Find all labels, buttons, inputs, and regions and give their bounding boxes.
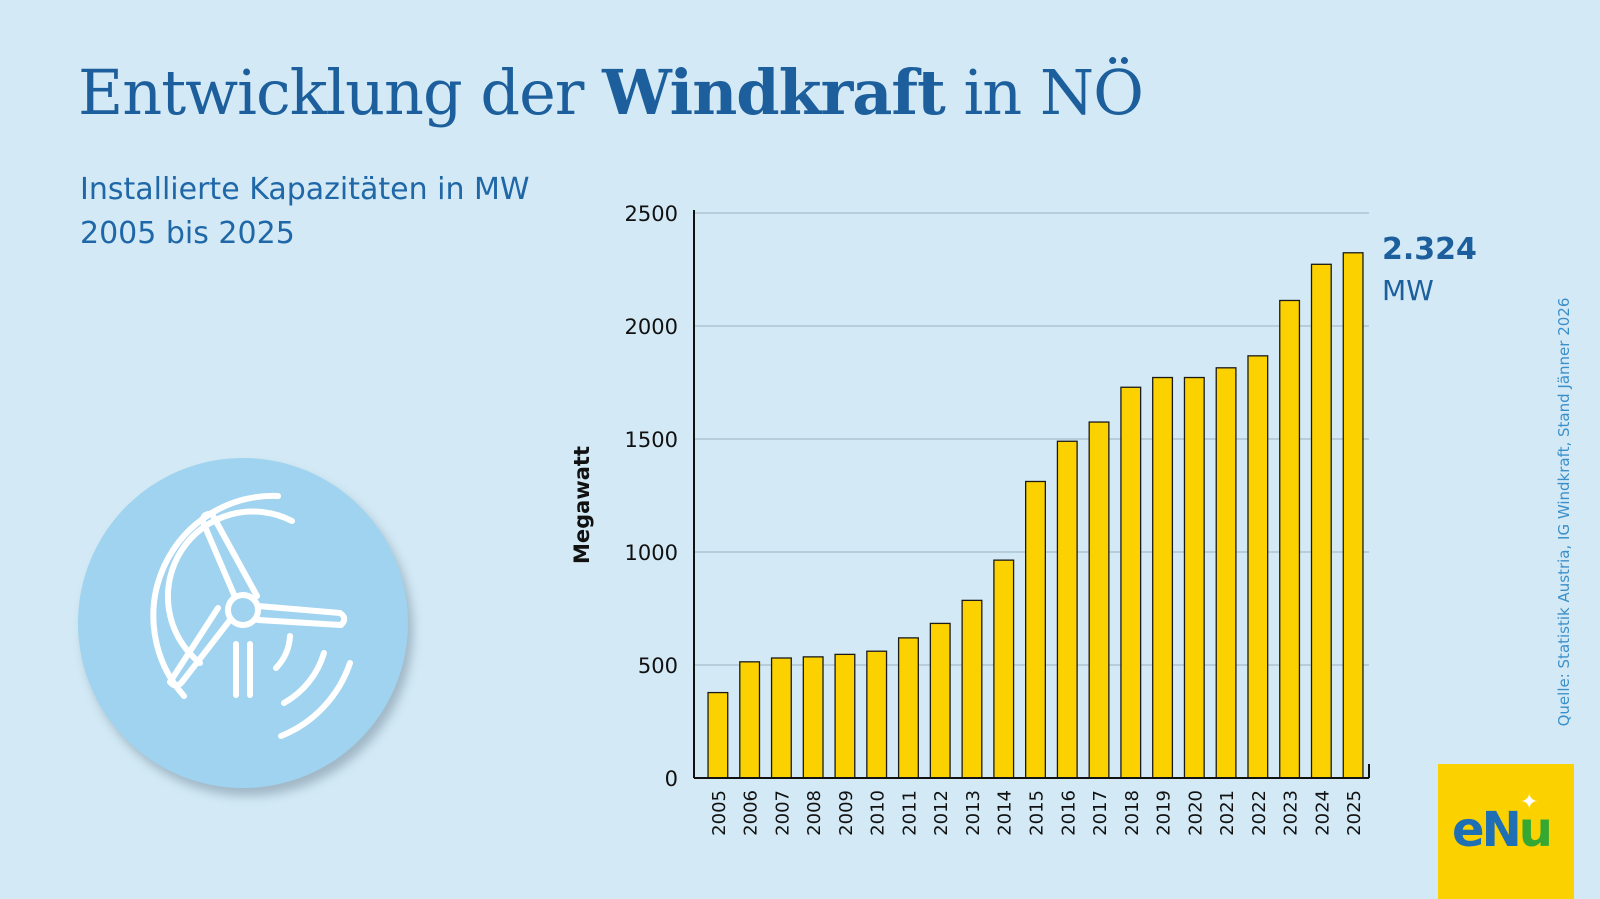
subtitle: Installierte Kapazitäten in MW 2005 bis … xyxy=(80,168,530,256)
y-tick-label: 2500 xyxy=(625,202,678,226)
page-title: Entwicklung der Windkraft in NÖ xyxy=(78,62,1144,124)
bar-2010 xyxy=(866,650,888,779)
x-tick-label: 2019 xyxy=(1154,790,1175,836)
logo-text: eNu xyxy=(1452,802,1553,858)
bar-2017 xyxy=(1088,421,1110,779)
x-tick-label: 2023 xyxy=(1281,790,1302,836)
bar-2012 xyxy=(929,622,951,779)
x-tick-label: 2018 xyxy=(1122,790,1143,836)
enu-logo: eNu ✦ xyxy=(1438,764,1574,899)
source-note: Quelle: Statistik Austria, IG Windkraft,… xyxy=(1555,297,1573,727)
wind-turbine-badge xyxy=(78,458,408,788)
bar-2009 xyxy=(834,653,856,779)
bar-2021 xyxy=(1215,367,1237,779)
annotation-value: 2.324 xyxy=(1382,232,1477,267)
title-part1: Entwicklung der xyxy=(78,56,603,129)
x-tick-label: 2006 xyxy=(741,790,762,836)
bar-2020 xyxy=(1183,376,1205,779)
x-tick-label: 2008 xyxy=(804,790,825,836)
bar-2016 xyxy=(1056,440,1078,779)
x-tick-label: 2024 xyxy=(1312,790,1333,836)
bar-2013 xyxy=(961,599,983,779)
subtitle-line2: 2005 bis 2025 xyxy=(80,216,295,251)
y-tick-label: 2000 xyxy=(625,315,678,339)
bar-2006 xyxy=(739,661,761,779)
title-bold: Windkraft xyxy=(602,56,946,129)
y-tick-label: 0 xyxy=(665,767,678,791)
x-tick-label: 2013 xyxy=(963,790,984,836)
y-tick-label: 1000 xyxy=(625,541,678,565)
x-tick-label: 2015 xyxy=(1027,790,1048,836)
bar-2008 xyxy=(802,656,824,779)
bars xyxy=(707,252,1364,779)
x-tick-label: 2020 xyxy=(1185,790,1206,836)
bar-2005 xyxy=(707,691,729,779)
bar-2011 xyxy=(897,637,919,779)
bar-2015 xyxy=(1025,480,1046,779)
wind-turbine-icon xyxy=(150,492,353,739)
x-tick-labels: 2005 2006 2007 2008 2009 2010 2011 2012 2013 2014… xyxy=(709,790,1365,836)
bar-2023 xyxy=(1279,299,1301,779)
x-tick-label: 2014 xyxy=(995,790,1016,836)
x-tick-label: 2010 xyxy=(868,790,889,836)
y-tick-label: 1500 xyxy=(625,428,678,452)
star-icon: ✦ xyxy=(1520,790,1539,815)
x-tick-label: 2016 xyxy=(1058,790,1079,836)
subtitle-line1: Installierte Kapazitäten in MW xyxy=(80,172,530,207)
bar-2014 xyxy=(993,559,1015,779)
y-axis-label: Megawatt xyxy=(570,446,594,564)
x-tick-label: 2011 xyxy=(899,790,920,836)
annotation-unit: MW xyxy=(1382,274,1434,307)
x-tick-label: 2005 xyxy=(709,790,730,836)
title-part2: in NÖ xyxy=(944,56,1144,129)
logo-n: N xyxy=(1481,802,1522,858)
y-tick-label: 500 xyxy=(638,654,678,678)
x-tick-label: 2022 xyxy=(1249,790,1270,836)
bar-2018 xyxy=(1120,386,1142,779)
bar-2019 xyxy=(1152,376,1174,779)
bar-2025 xyxy=(1342,252,1364,779)
x-tick-label: 2021 xyxy=(1217,790,1238,836)
x-tick-label: 2009 xyxy=(836,790,857,836)
logo-u: u xyxy=(1518,802,1553,858)
bar-2007 xyxy=(770,657,792,779)
logo-e: e xyxy=(1452,802,1485,858)
bar-2022 xyxy=(1247,355,1269,779)
x-tick-label: 2017 xyxy=(1090,790,1111,836)
axes xyxy=(693,210,1370,779)
x-tick-label: 2012 xyxy=(931,790,952,836)
x-tick-label: 2007 xyxy=(772,790,793,836)
bar-2024 xyxy=(1310,263,1332,779)
y-tick-labels: 0 500 1000 1500 2000 2500 xyxy=(625,202,678,791)
x-tick-label: 2025 xyxy=(1344,790,1365,836)
